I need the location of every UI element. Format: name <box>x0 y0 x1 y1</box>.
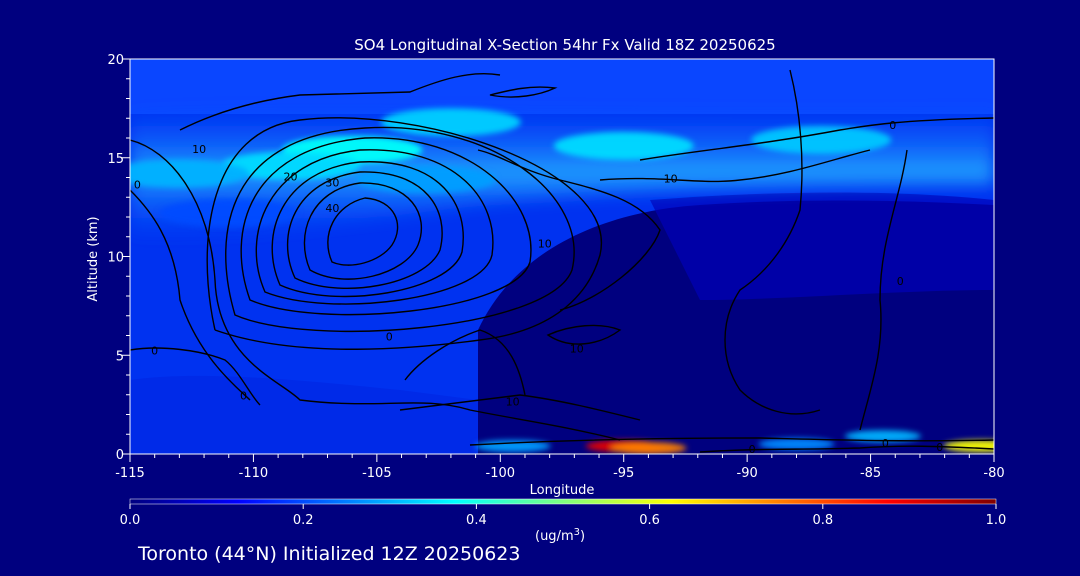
x-axis-label: Longitude <box>530 483 595 498</box>
contour-line <box>327 197 399 266</box>
contour-label: 0 <box>134 178 141 191</box>
contour-line <box>724 69 821 415</box>
x-tick-label: -85 <box>860 466 881 481</box>
contour-line <box>287 171 443 289</box>
colorbar <box>129 498 997 505</box>
contour-line <box>399 394 641 421</box>
contour-label: 10 <box>664 172 678 185</box>
y-axis: 0 5 10 15 20 <box>107 53 130 463</box>
contour-line <box>699 445 994 453</box>
x-axis: -115 -110 -105 -100 -95 -90 -85 -80 <box>115 454 1005 481</box>
contour-label: 10 <box>506 396 520 409</box>
stratosphere-region <box>130 59 994 114</box>
contour-line <box>599 149 871 183</box>
contour-line <box>477 149 661 311</box>
contour-label: 0 <box>897 275 904 288</box>
x-tick-label: -110 <box>239 466 269 481</box>
contour-labels: 10 0 20 30 40 10 10 0 0 0 10 10 0 0 0 0 0 <box>134 119 943 456</box>
contour-line <box>546 324 622 345</box>
contour-line <box>130 139 621 441</box>
boundary-layer-region <box>130 375 478 454</box>
plot-area: 10 0 20 30 40 10 10 0 0 0 10 10 0 0 0 0 0 <box>130 59 994 456</box>
colorbar-tick-label: 0.2 <box>293 513 314 528</box>
colorbar-tick-label: 1.0 <box>986 513 1007 528</box>
contour-label: 0 <box>889 119 896 132</box>
contour-line <box>859 149 908 431</box>
contour-line <box>130 189 251 401</box>
clean-air-region-upper <box>650 192 994 300</box>
contour-line <box>225 126 575 332</box>
concentration-patch <box>130 159 250 188</box>
y-tick-label: 10 <box>107 251 124 266</box>
y-axis-label: Altitude (km) <box>86 216 101 301</box>
contour-label: 10 <box>570 342 584 355</box>
contour-line <box>130 347 261 406</box>
contour-line <box>179 72 501 131</box>
contour-label: 0 <box>240 390 247 403</box>
contour-label: 0 <box>151 344 158 357</box>
contour-line <box>303 182 423 280</box>
concentration-patch <box>751 125 892 154</box>
y-tick-label: 5 <box>116 349 124 364</box>
contour-label: 0 <box>936 441 943 454</box>
colorbar-ticks: 0.0 0.2 0.4 0.6 0.8 1.0 <box>120 504 1007 528</box>
contour-label: 10 <box>192 143 206 156</box>
contour-line <box>240 137 532 316</box>
contour-line <box>271 161 464 298</box>
concentration-patch <box>943 440 994 453</box>
x-tick-label: -105 <box>362 466 392 481</box>
concentration-patch <box>220 151 361 180</box>
colorbar-tick-label: 0.4 <box>466 513 487 528</box>
x-tick-label: -100 <box>486 466 516 481</box>
concentration-patch <box>610 442 687 454</box>
colorbar-tick-label: 0.8 <box>812 513 833 528</box>
y-tick-label: 20 <box>107 53 124 68</box>
footer-caption: Toronto (44°N) Initialized 12Z 20250623 <box>137 543 521 565</box>
contour-line <box>639 117 994 161</box>
contour-lines <box>130 69 994 453</box>
x-tick-label: -90 <box>737 466 758 481</box>
contour-label: 0 <box>749 443 756 456</box>
contour-label: 40 <box>325 202 339 215</box>
contour-label: 30 <box>325 176 339 189</box>
concentration-patch <box>380 108 521 137</box>
concentration-patches <box>130 108 994 454</box>
contour-line <box>255 149 494 305</box>
contour-label: 10 <box>538 238 552 251</box>
contour-line <box>489 86 558 98</box>
contour-label: 20 <box>283 171 297 184</box>
x-tick-label: -80 <box>983 466 1004 481</box>
colorbar-units-label: (ug/m3) <box>535 527 585 544</box>
colorbar-tick-label: 0.6 <box>639 513 660 528</box>
y-tick-label: 0 <box>116 448 124 463</box>
concentration-patch <box>758 438 835 451</box>
contour-line <box>206 117 603 350</box>
contour-label: 0 <box>882 437 889 450</box>
y-tick-label: 15 <box>107 152 124 167</box>
concentration-patch <box>844 430 921 443</box>
colorbar-tick-label: 0.0 <box>120 513 141 528</box>
x-tick-label: -115 <box>115 466 145 481</box>
concentration-patch <box>553 131 694 160</box>
chart-title: SO4 Longitudinal X-Section 54hr Fx Valid… <box>354 36 775 54</box>
concentration-patch <box>356 165 497 194</box>
contour-line <box>469 437 994 446</box>
contour-line <box>404 329 526 396</box>
contour-label: 0 <box>386 330 393 343</box>
concentration-patch <box>158 199 299 228</box>
x-tick-label: -95 <box>613 466 634 481</box>
